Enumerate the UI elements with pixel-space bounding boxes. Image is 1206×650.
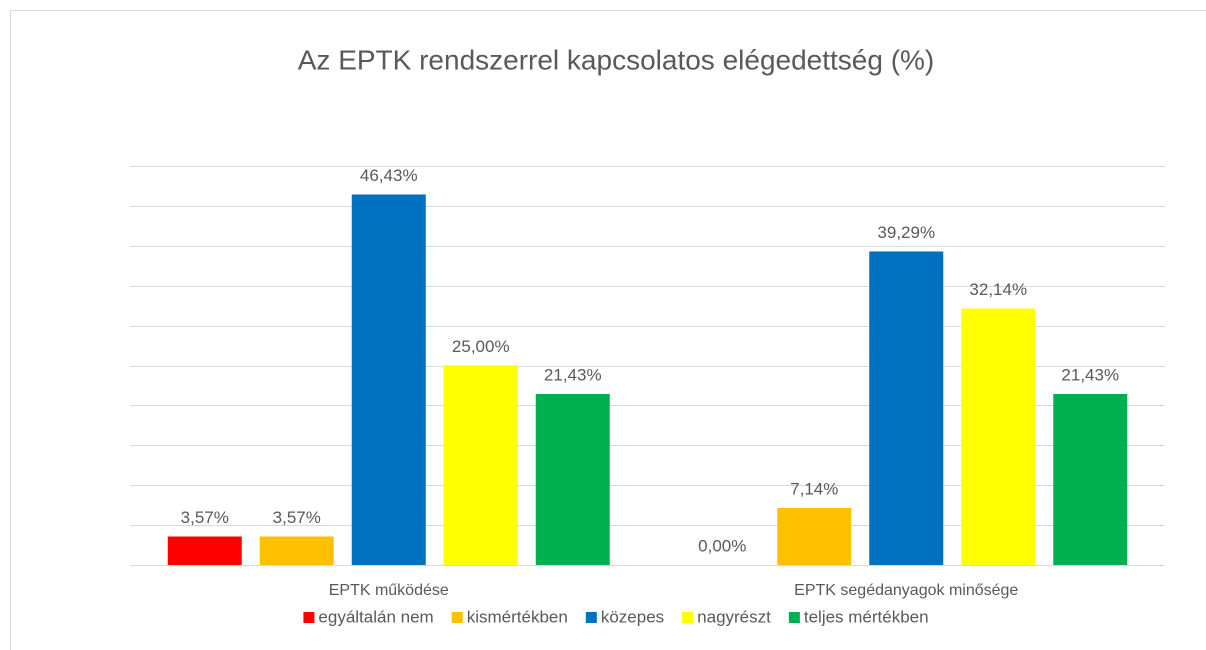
x-tick-label: EPTK működése	[329, 582, 449, 599]
legend-swatch	[303, 612, 315, 623]
legend-swatch	[788, 612, 800, 623]
data-label: 3,57%	[273, 508, 321, 527]
bar	[351, 194, 426, 566]
bar	[869, 251, 944, 565]
chart-title: Az EPTK rendszerrel kapcsolatos elégedet…	[298, 44, 935, 75]
bar	[167, 536, 242, 565]
data-label: 3,57%	[181, 508, 229, 527]
bar	[535, 393, 610, 565]
legend-label: kismértékben	[467, 607, 568, 626]
legend-label: teljes mértékben	[804, 607, 929, 626]
chart-border	[10, 10, 1206, 650]
bar	[443, 365, 518, 565]
data-label: 21,43%	[544, 365, 602, 384]
data-label: 7,14%	[790, 480, 838, 499]
data-label: 25,00%	[452, 337, 510, 356]
legend-label: nagyrészt	[697, 607, 771, 626]
legend-label: közepes	[601, 607, 664, 626]
bar	[961, 308, 1036, 565]
data-label: 46,43%	[360, 166, 418, 185]
bar	[259, 536, 334, 565]
data-label: 0,00%	[698, 536, 746, 555]
data-label: 32,14%	[969, 280, 1027, 299]
legend-swatch	[682, 612, 694, 623]
x-tick-label: EPTK segédanyagok minősége	[794, 582, 1018, 599]
data-label: 39,29%	[877, 223, 935, 242]
bar	[777, 508, 852, 565]
bar	[1053, 393, 1128, 565]
legend-label: egyáltalán nem	[318, 607, 433, 626]
data-label: 21,43%	[1061, 365, 1119, 384]
legend-swatch	[451, 612, 463, 623]
legend-swatch	[585, 612, 597, 623]
